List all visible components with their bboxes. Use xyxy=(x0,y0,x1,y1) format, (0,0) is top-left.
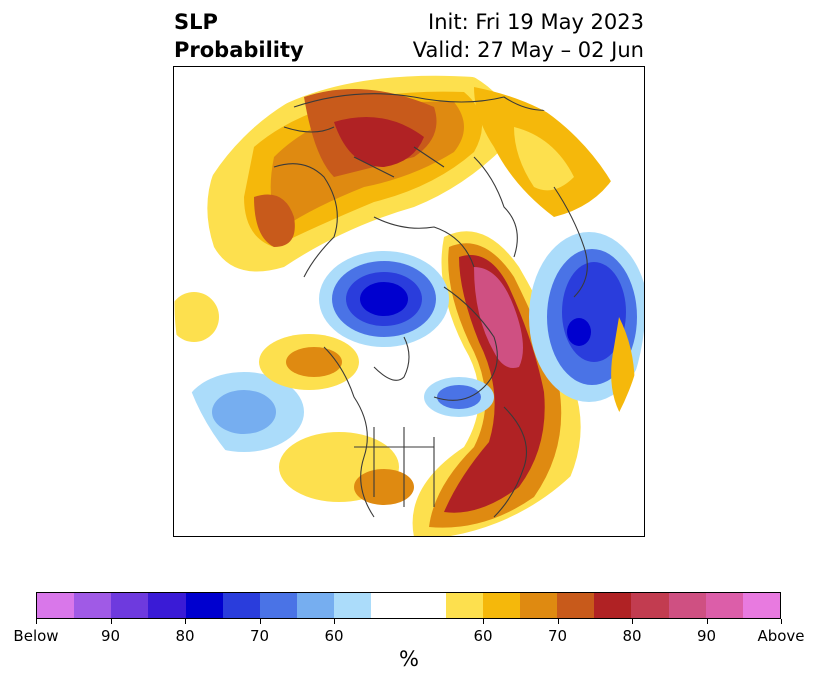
colorbar-tick-label: 70 xyxy=(249,627,270,645)
colorbar-tick-label: Below xyxy=(13,627,59,645)
colorbar-segment xyxy=(111,593,149,618)
colorbar-segment xyxy=(742,593,781,618)
colorbar-segment xyxy=(631,593,669,618)
colorbar-segment xyxy=(37,593,75,618)
colorbar-tick-label: 80 xyxy=(622,627,642,645)
probability-colorbar xyxy=(36,592,781,619)
colorbar-segment xyxy=(74,593,112,618)
colorbar-tick-label: 90 xyxy=(100,627,121,645)
map-dates: Init: Fri 19 May 2023 Valid: 27 May – 02… xyxy=(413,8,644,64)
colorbar-tick-label: Above xyxy=(757,627,805,645)
title-line-1: SLP xyxy=(174,10,218,34)
colorbar-segment xyxy=(222,593,260,618)
colorbar-segment-neutral xyxy=(371,593,446,618)
colorbar-tick-mark xyxy=(260,619,261,624)
colorbar-segment xyxy=(557,593,595,618)
colorbar-segment xyxy=(705,593,743,618)
colorbar-segment xyxy=(520,593,558,618)
colorbar-segment xyxy=(334,593,372,618)
colorbar-unit: % xyxy=(399,647,419,671)
map-title: SLP Probability xyxy=(174,8,304,64)
colorbar-tick-mark xyxy=(632,619,633,624)
colorbar-segment xyxy=(148,593,186,618)
polar-map-svg xyxy=(174,67,644,536)
title-line-2: Probability xyxy=(174,38,304,62)
colorbar-tick-label: 90 xyxy=(696,627,717,645)
probability-map xyxy=(173,66,645,537)
colorbar-segment xyxy=(668,593,706,618)
colorbar-tick-mark xyxy=(36,619,37,624)
init-date: Init: Fri 19 May 2023 xyxy=(428,10,644,34)
colorbar-segment xyxy=(185,593,223,618)
colorbar-tick-mark xyxy=(558,619,559,624)
valid-range: Valid: 27 May – 02 Jun xyxy=(412,38,644,62)
colorbar-segment xyxy=(259,593,298,618)
colorbar-segment xyxy=(594,593,632,618)
colorbar-tick-label: 70 xyxy=(547,627,568,645)
colorbar-tick-mark xyxy=(781,619,782,624)
colorbar-tick-label: 60 xyxy=(324,627,344,645)
colorbar-tick-mark xyxy=(111,619,112,624)
colorbar-tick-mark xyxy=(334,619,335,624)
colorbar-segment xyxy=(297,593,335,618)
colorbar-tick-label: 80 xyxy=(175,627,195,645)
colorbar-tick-mark xyxy=(185,619,186,624)
coastlines xyxy=(183,93,615,518)
colorbar-segment xyxy=(445,593,483,618)
colorbar-segment xyxy=(482,593,521,618)
colorbar-tick-mark xyxy=(707,619,708,624)
colorbar-tick-label: 60 xyxy=(473,627,493,645)
probability-shading xyxy=(174,68,644,536)
colorbar-tick-mark xyxy=(483,619,484,624)
